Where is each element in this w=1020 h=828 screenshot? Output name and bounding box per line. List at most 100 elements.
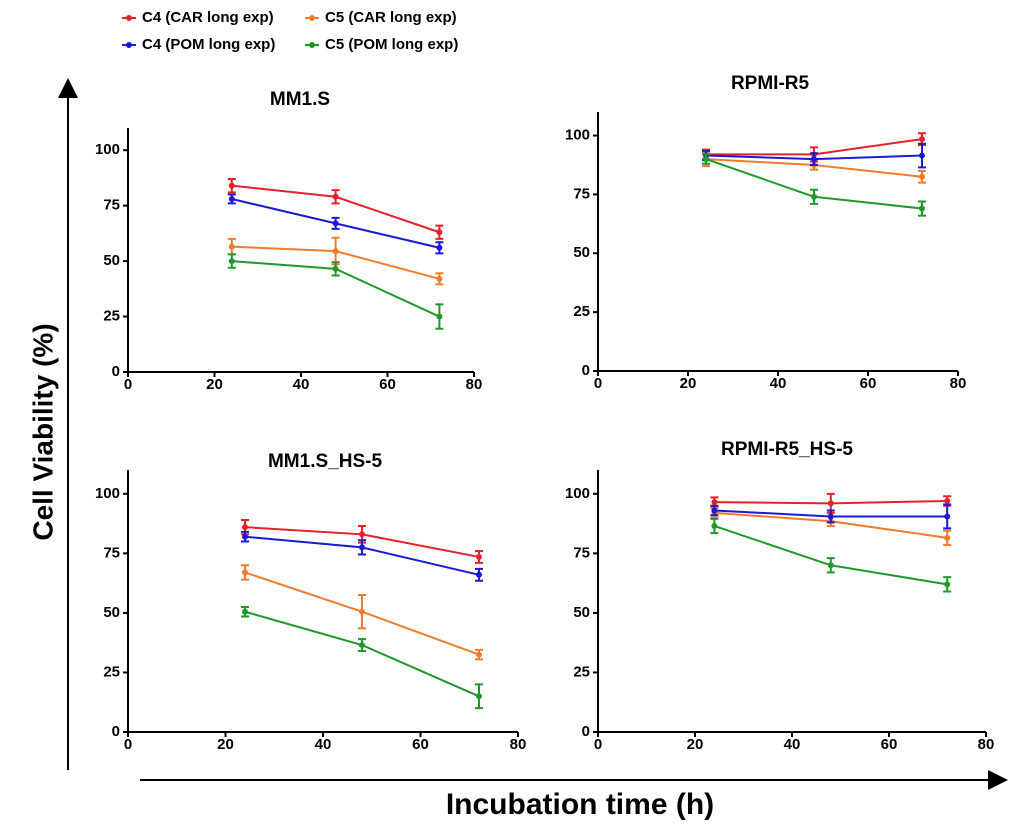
point <box>228 243 235 250</box>
point <box>811 193 817 200</box>
legend-marker <box>309 15 315 21</box>
point <box>228 258 235 265</box>
point <box>711 522 718 529</box>
point <box>332 220 339 227</box>
y-axis-label: Cell Viability (%) <box>27 323 58 540</box>
legend-marker <box>126 42 132 48</box>
y-tick-label: 75 <box>573 185 590 202</box>
x-tick-label: 0 <box>124 736 132 753</box>
point <box>242 524 248 531</box>
point <box>332 193 339 200</box>
point <box>827 500 834 507</box>
point <box>919 152 925 159</box>
point <box>944 513 951 520</box>
y-tick-label: 75 <box>573 544 590 561</box>
series <box>710 517 952 593</box>
point <box>476 571 482 578</box>
y-tick-label: 25 <box>573 663 590 680</box>
x-tick-label: 20 <box>680 375 697 392</box>
y-tick-label: 25 <box>103 663 120 680</box>
x-tick-label: 80 <box>466 376 483 393</box>
y-tick-label: 100 <box>565 127 590 144</box>
point <box>919 136 925 143</box>
point <box>703 156 709 163</box>
point <box>242 608 248 615</box>
point <box>436 229 443 236</box>
point <box>228 195 235 202</box>
point <box>476 553 482 560</box>
x-tick-label: 40 <box>315 736 332 753</box>
x-tick-label: 20 <box>687 736 704 753</box>
x-tick-label: 80 <box>510 736 527 753</box>
y-tick-label: 0 <box>112 723 120 740</box>
y-tick-label: 50 <box>103 604 120 621</box>
x-tick-label: 20 <box>217 736 234 753</box>
point <box>359 544 365 551</box>
x-tick-label: 0 <box>124 376 132 393</box>
x-tick-label: 80 <box>950 375 967 392</box>
y-tick-label: 0 <box>112 363 120 380</box>
point <box>359 531 365 538</box>
point <box>436 244 443 251</box>
point <box>359 608 365 615</box>
point <box>711 507 718 514</box>
y-tick-label: 25 <box>103 308 120 325</box>
series <box>241 564 483 661</box>
series <box>241 605 483 710</box>
series <box>227 236 444 286</box>
y-tick-label: 25 <box>573 303 590 320</box>
y-tick-label: 75 <box>103 197 120 214</box>
point <box>242 533 248 540</box>
panel-title: MM1.S_HS-5 <box>268 451 382 472</box>
legend-label: C5 (CAR long exp) <box>325 9 457 26</box>
x-tick-label: 60 <box>412 736 429 753</box>
x-tick-label: 80 <box>978 736 995 753</box>
y-tick-label: 100 <box>95 485 120 502</box>
y-tick-label: 50 <box>103 252 120 269</box>
legend-label: C5 (POM long exp) <box>325 36 458 53</box>
y-tick-label: 100 <box>95 141 120 158</box>
legend-label: C4 (CAR long exp) <box>142 9 274 26</box>
point <box>827 513 834 520</box>
y-tick-label: 0 <box>582 723 590 740</box>
point <box>919 205 925 212</box>
point <box>332 265 339 272</box>
y-tick-label: 100 <box>565 485 590 502</box>
x-tick-label: 60 <box>379 376 396 393</box>
point <box>711 499 718 506</box>
point <box>827 562 834 569</box>
y-tick-label: 75 <box>103 544 120 561</box>
point <box>436 275 443 282</box>
point <box>332 248 339 255</box>
series <box>227 193 444 255</box>
point <box>476 693 482 700</box>
panel-title: RPMI-R5_HS-5 <box>721 439 853 460</box>
legend-label: C4 (POM long exp) <box>142 36 275 53</box>
point <box>919 173 925 180</box>
point <box>944 534 951 541</box>
y-tick-label: 0 <box>582 362 590 379</box>
x-tick-label: 20 <box>206 376 223 393</box>
series <box>227 178 444 240</box>
x-tick-label: 0 <box>594 736 602 753</box>
point <box>242 569 248 576</box>
series <box>702 153 926 217</box>
series <box>710 492 952 514</box>
point <box>476 651 482 658</box>
point <box>436 313 443 320</box>
series <box>227 253 444 330</box>
panel-title: MM1.S <box>270 89 330 110</box>
series <box>241 530 483 582</box>
series <box>710 503 952 530</box>
point <box>811 156 817 163</box>
x-tick-label: 60 <box>881 736 898 753</box>
x-tick-label: 40 <box>293 376 310 393</box>
x-axis-label: Incubation time (h) <box>446 788 714 821</box>
legend-marker <box>126 15 132 21</box>
legend-marker <box>309 42 315 48</box>
point <box>944 497 951 504</box>
point <box>944 581 951 588</box>
series-line <box>714 525 948 586</box>
y-tick-label: 50 <box>573 244 590 261</box>
